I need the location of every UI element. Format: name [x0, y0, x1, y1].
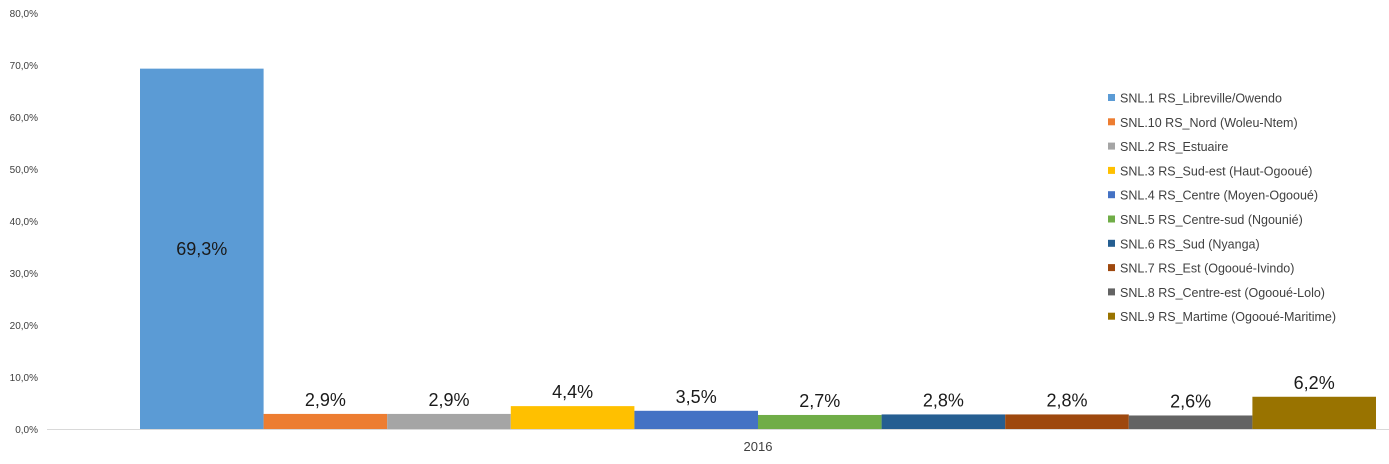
bar-9: [1128, 415, 1253, 429]
y-tick-label: 30,0%: [10, 269, 38, 280]
legend-swatch: [1108, 264, 1115, 272]
legend-swatch: [1108, 215, 1115, 223]
y-tick-label: 80,0%: [10, 9, 38, 20]
legend-swatch: [1108, 191, 1115, 199]
data-label-6: 2,7%: [799, 391, 840, 411]
bar-2: [263, 413, 388, 429]
legend-label: SNL.1 RS_Libreville/Owendo: [1120, 92, 1282, 106]
legend-item: SNL.10 RS_Nord (Woleu-Ntem): [1108, 116, 1298, 130]
y-tick-label: 0,0%: [15, 425, 38, 436]
bar-3: [387, 413, 511, 429]
legend-label: SNL.2 RS_Estuaire: [1120, 140, 1228, 154]
y-tick-label: 50,0%: [10, 165, 38, 176]
data-label-4: 4,4%: [552, 382, 593, 402]
legend-item: SNL.3 RS_Sud-est (Haut-Ogooué): [1108, 164, 1312, 178]
bar-7: [881, 414, 1006, 429]
legend-label: SNL.8 RS_Centre-est (Ogooué-Lolo): [1120, 286, 1325, 300]
legend-swatch: [1108, 142, 1115, 150]
legend-swatch: [1108, 288, 1115, 296]
legend-label: SNL.3 RS_Sud-est (Haut-Ogooué): [1120, 164, 1312, 178]
x-tick-label: 2016: [744, 439, 773, 454]
legend-label: SNL.6 RS_Sud (Nyanga): [1120, 237, 1260, 251]
y-axis: 0,0% 10,0% 20,0% 30,0% 40,0% 50,0% 60,0% 70,0% 8…: [10, 9, 38, 436]
legend-swatch: [1108, 239, 1115, 247]
bar-6: [758, 414, 882, 429]
legend-swatch: [1108, 312, 1115, 320]
data-label-10: 6,2%: [1294, 373, 1335, 393]
y-tick-label: 60,0%: [10, 113, 38, 124]
data-labels-group: 69,3% 2,9% 2,9% 4,4% 3,5% 2,7% 2,8% 2,8% 2,6% 6,2…: [176, 239, 1334, 412]
y-tick-label: 70,0%: [10, 61, 38, 72]
data-label-2: 2,9%: [305, 390, 346, 410]
legend-label: SNL.9 RS_Martime (Ogooué-Maritime): [1120, 310, 1336, 324]
bar-4: [510, 406, 635, 429]
x-axis: 2016: [744, 439, 773, 454]
bar-5: [634, 410, 758, 429]
bar-10: [1252, 396, 1376, 429]
legend-item: SNL.8 RS_Centre-est (Ogooué-Lolo): [1108, 286, 1325, 300]
legend-swatch: [1108, 118, 1115, 126]
legend-label: SNL.10 RS_Nord (Woleu-Ntem): [1120, 116, 1298, 130]
bar-1: [140, 68, 264, 429]
data-label-5: 3,5%: [676, 387, 717, 407]
data-label-9: 2,6%: [1170, 391, 1211, 411]
y-tick-label: 20,0%: [10, 321, 38, 332]
legend-label: SNL.7 RS_Est (Ogooué-Ivindo): [1120, 262, 1294, 276]
legend-item: SNL.1 RS_Libreville/Owendo: [1108, 92, 1282, 106]
legend-item: SNL.4 RS_Centre (Moyen-Ogooué): [1108, 189, 1318, 203]
legend-swatch: [1108, 94, 1115, 101]
data-label-1: 69,3%: [176, 239, 227, 259]
data-label-7: 2,8%: [923, 390, 964, 410]
y-tick-label: 40,0%: [10, 217, 38, 228]
data-label-3: 2,9%: [428, 390, 469, 410]
legend-item: SNL.2 RS_Estuaire: [1108, 140, 1228, 154]
legend-label: SNL.5 RS_Centre-sud (Ngounié): [1120, 213, 1303, 227]
bars-group: [140, 68, 1376, 429]
legend-swatch: [1108, 166, 1115, 174]
y-tick-label: 10,0%: [10, 373, 38, 384]
legend: SNL.1 RS_Libreville/Owendo SNL.10 RS_Nord…: [1108, 92, 1336, 324]
bar-8: [1005, 414, 1129, 429]
legend-item: SNL.7 RS_Est (Ogooué-Ivindo): [1108, 262, 1294, 276]
data-label-8: 2,8%: [1046, 390, 1087, 410]
legend-label: SNL.4 RS_Centre (Moyen-Ogooué): [1120, 189, 1318, 203]
legend-item: SNL.9 RS_Martime (Ogooué-Maritime): [1108, 310, 1336, 324]
legend-item: SNL.5 RS_Centre-sud (Ngounié): [1108, 213, 1303, 227]
legend-item: SNL.6 RS_Sud (Nyanga): [1108, 237, 1260, 251]
